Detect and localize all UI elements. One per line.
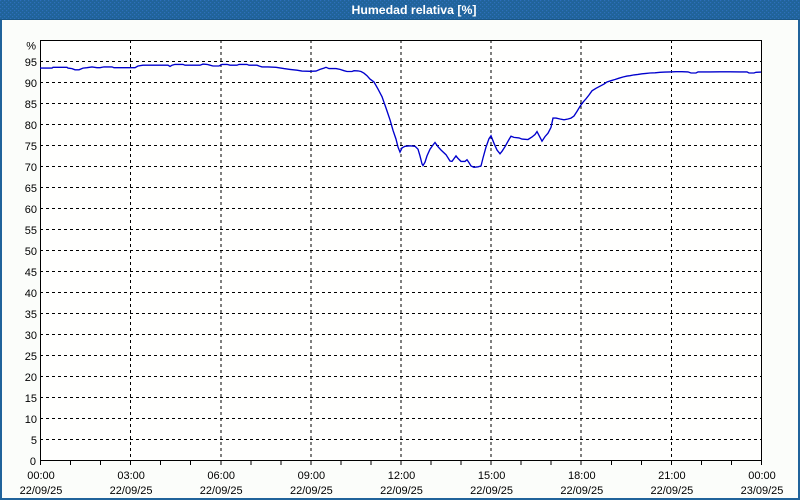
svg-text:22/09/25: 22/09/25 <box>470 485 513 497</box>
svg-text:40: 40 <box>25 288 37 300</box>
svg-text:12:00: 12:00 <box>388 470 416 482</box>
svg-text:70: 70 <box>25 162 37 174</box>
svg-text:90: 90 <box>25 78 37 90</box>
svg-text:Humedad relativa [%]: Humedad relativa [%] <box>351 3 476 17</box>
svg-text:22/09/25: 22/09/25 <box>380 485 423 497</box>
svg-text:22/09/25: 22/09/25 <box>200 485 243 497</box>
svg-text:0: 0 <box>30 456 36 468</box>
svg-text:22/09/25: 22/09/25 <box>110 485 153 497</box>
svg-text:30: 30 <box>25 330 37 342</box>
svg-text:50: 50 <box>25 246 37 258</box>
svg-text:20: 20 <box>25 372 37 384</box>
svg-text:22/09/25: 22/09/25 <box>290 485 333 497</box>
svg-text:21:00: 21:00 <box>658 470 686 482</box>
svg-text:5: 5 <box>31 435 37 447</box>
svg-text:85: 85 <box>25 99 37 111</box>
svg-text:22/09/25: 22/09/25 <box>20 485 63 497</box>
svg-text:80: 80 <box>25 120 37 132</box>
svg-text:00:00: 00:00 <box>27 470 55 482</box>
svg-text:15:00: 15:00 <box>478 470 506 482</box>
svg-text:55: 55 <box>25 225 37 237</box>
svg-text:03:00: 03:00 <box>117 470 145 482</box>
svg-text:10: 10 <box>25 414 37 426</box>
svg-text:45: 45 <box>25 267 37 279</box>
svg-text:22/09/25: 22/09/25 <box>560 485 603 497</box>
svg-text:23/09/25: 23/09/25 <box>741 485 784 497</box>
svg-text:00:00: 00:00 <box>748 470 776 482</box>
svg-text:%: % <box>26 41 36 53</box>
svg-text:09:00: 09:00 <box>298 470 326 482</box>
svg-text:25: 25 <box>25 351 37 363</box>
svg-text:15: 15 <box>25 393 37 405</box>
svg-text:06:00: 06:00 <box>207 470 235 482</box>
svg-text:75: 75 <box>25 141 37 153</box>
svg-text:18:00: 18:00 <box>568 470 596 482</box>
svg-text:95: 95 <box>25 57 37 69</box>
svg-text:35: 35 <box>25 309 37 321</box>
svg-text:65: 65 <box>25 183 37 195</box>
svg-text:22/09/25: 22/09/25 <box>650 485 693 497</box>
svg-text:60: 60 <box>25 204 37 216</box>
